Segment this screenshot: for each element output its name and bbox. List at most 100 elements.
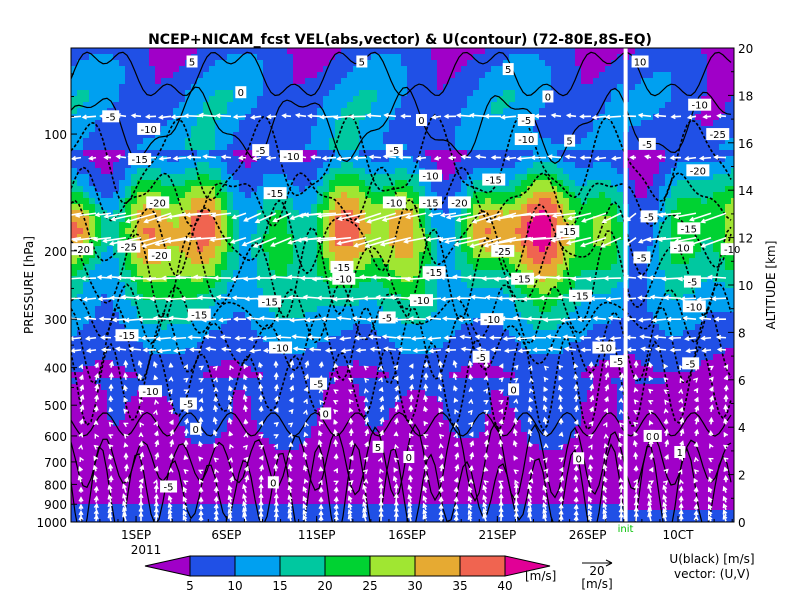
contour-label-box	[382, 196, 406, 209]
wind-vector-head	[287, 513, 293, 519]
wind-vector-head	[453, 509, 459, 516]
contour-label: 5	[566, 137, 572, 148]
wind-vector-head	[96, 274, 102, 280]
wind-vector-head	[66, 297, 70, 301]
wind-vector-head	[467, 514, 473, 520]
wind-vector-head	[528, 468, 534, 475]
wind-vector-head	[153, 420, 158, 427]
wind-vector-head	[220, 346, 227, 352]
contour-label: -20	[690, 166, 706, 177]
wind-vector-head	[564, 154, 571, 160]
wind-vector-head	[212, 416, 218, 423]
wind-vector-head	[503, 275, 509, 282]
wind-vector-head	[378, 386, 384, 393]
wind-vector-head	[468, 478, 474, 484]
wind-vector-head	[122, 483, 127, 489]
wind-vector-head	[708, 365, 714, 371]
wind-vector	[317, 236, 352, 242]
contour-label: -20	[151, 251, 167, 262]
wind-vector-head	[409, 432, 414, 439]
wind-vector-head	[348, 428, 354, 434]
wind-vector-head	[513, 406, 519, 413]
wind-vector	[593, 317, 607, 320]
wind-vector-head	[498, 399, 504, 405]
wind-vector-head	[198, 416, 204, 423]
wind-vector-head	[100, 335, 106, 341]
wind-vector-head	[423, 394, 429, 401]
contour-label-box	[502, 63, 514, 76]
contour-label-box	[385, 144, 403, 157]
wind-vector-head	[310, 154, 316, 160]
wind-vector-head	[454, 452, 460, 458]
wind-vector	[292, 335, 307, 339]
wind-vector-head	[640, 346, 646, 352]
wind-vector	[382, 335, 397, 339]
wind-vector-head	[167, 502, 173, 508]
wind-vector-head	[643, 154, 650, 160]
wind-vector	[116, 155, 127, 159]
wind-vector	[501, 317, 517, 320]
wind-vector	[671, 115, 682, 118]
wind-vector-head	[495, 216, 501, 222]
wind-vector-head	[438, 422, 444, 428]
wind-vector-head	[502, 336, 508, 342]
wind-vector-head	[109, 295, 115, 301]
wind-vector-head	[527, 428, 533, 435]
wind-vector-head	[79, 456, 84, 463]
wind-vector-head	[723, 475, 729, 481]
wind-vector-head	[243, 418, 249, 425]
wind-vector-head	[408, 474, 414, 481]
wind-vector-head	[229, 475, 235, 482]
contour-label-box	[128, 153, 152, 166]
wind-vector-head	[92, 464, 98, 471]
wind-vector-head	[481, 276, 487, 282]
wind-vector-head	[558, 417, 564, 424]
wind-vector-head	[254, 275, 261, 281]
wind-vector-head	[603, 452, 608, 459]
u-contour-line	[71, 422, 732, 502]
wind-vector-head	[707, 503, 713, 510]
wind-vector-head	[227, 394, 233, 401]
wind-vector	[219, 318, 232, 322]
wind-vector-head	[701, 347, 707, 353]
wind-vector-head	[438, 486, 444, 492]
wind-vector-head	[547, 346, 554, 352]
wind-vector	[476, 155, 487, 159]
wind-vector-head	[423, 474, 429, 481]
wind-vector-head	[258, 455, 264, 461]
pressure-tick-label: 800	[44, 478, 67, 492]
wind-vector-head	[287, 294, 294, 300]
wind-vector-head	[513, 398, 519, 404]
wind-vector-head	[663, 418, 669, 424]
wind-vector-head	[107, 507, 113, 514]
wind-vector-head	[378, 500, 384, 506]
wind-vector-head	[588, 372, 594, 378]
wind-vector-head	[603, 275, 609, 281]
contour-label: -5	[686, 359, 696, 370]
wind-vector-head	[74, 212, 81, 218]
wind-vector-head	[364, 377, 370, 383]
wind-vector-head	[365, 113, 372, 119]
wind-vector-head	[662, 501, 668, 508]
wind-vector-head	[576, 316, 583, 322]
wind-vector-head	[149, 296, 155, 302]
wind-vector-head	[579, 155, 585, 161]
wind-vector-head	[438, 407, 444, 413]
wind-vector-head	[497, 295, 503, 302]
wind-vector-head	[664, 399, 669, 405]
wind-vector-head	[594, 336, 601, 342]
wind-vector-head	[243, 217, 249, 222]
wind-vector-head	[551, 213, 558, 219]
wind-vector-head	[722, 485, 728, 492]
wind-vector-head	[318, 420, 324, 426]
wind-vector-head	[663, 295, 670, 301]
wind-vector-head	[489, 335, 495, 341]
wind-vector	[441, 297, 457, 301]
altitude-tick-label: 0	[738, 516, 746, 530]
wind-vector-head	[273, 372, 279, 378]
wind-vector-head	[133, 295, 140, 301]
wind-vector-head	[493, 276, 500, 282]
wind-vector-head	[79, 404, 85, 410]
wind-vector-head	[302, 294, 308, 300]
wind-vector	[337, 156, 352, 160]
